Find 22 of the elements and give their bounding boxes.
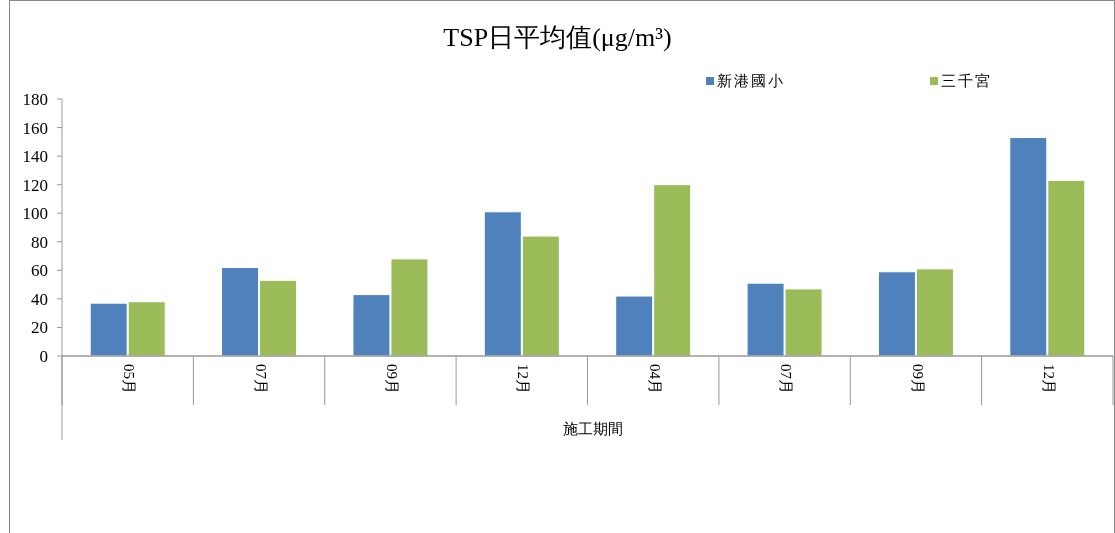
y-tick-label: 20 — [31, 318, 48, 338]
x-tick-label: 09月 — [909, 364, 926, 394]
x-tick-label: 07月 — [252, 364, 269, 394]
legend-label: 新港國小 — [717, 73, 785, 89]
y-tick-label: 160 — [22, 118, 48, 138]
y-tick-label: 40 — [31, 289, 48, 309]
x-tick-label: 04月 — [646, 364, 663, 394]
legend-label: 三千宮 — [941, 73, 992, 89]
y-tick-label: 100 — [22, 204, 48, 224]
y-tick-label: 80 — [31, 232, 48, 252]
y-tick-label: 140 — [22, 147, 48, 167]
chart-title: TSP日平均值(μg/m³) — [443, 23, 672, 52]
y-tick-label: 0 — [39, 347, 48, 366]
x-tick-label: 07月 — [778, 364, 795, 394]
y-tick-label: 60 — [31, 261, 48, 281]
x-tick-label: 12月 — [515, 364, 532, 394]
x-tick-label: 12月 — [1040, 364, 1057, 394]
y-tick-label: 180 — [22, 90, 48, 109]
x-tick-label: 09月 — [384, 364, 400, 394]
y-tick-label: 120 — [22, 175, 48, 195]
x-tick-label: 05月 — [121, 364, 138, 394]
x-axis-title: 施工期間 — [562, 421, 623, 437]
